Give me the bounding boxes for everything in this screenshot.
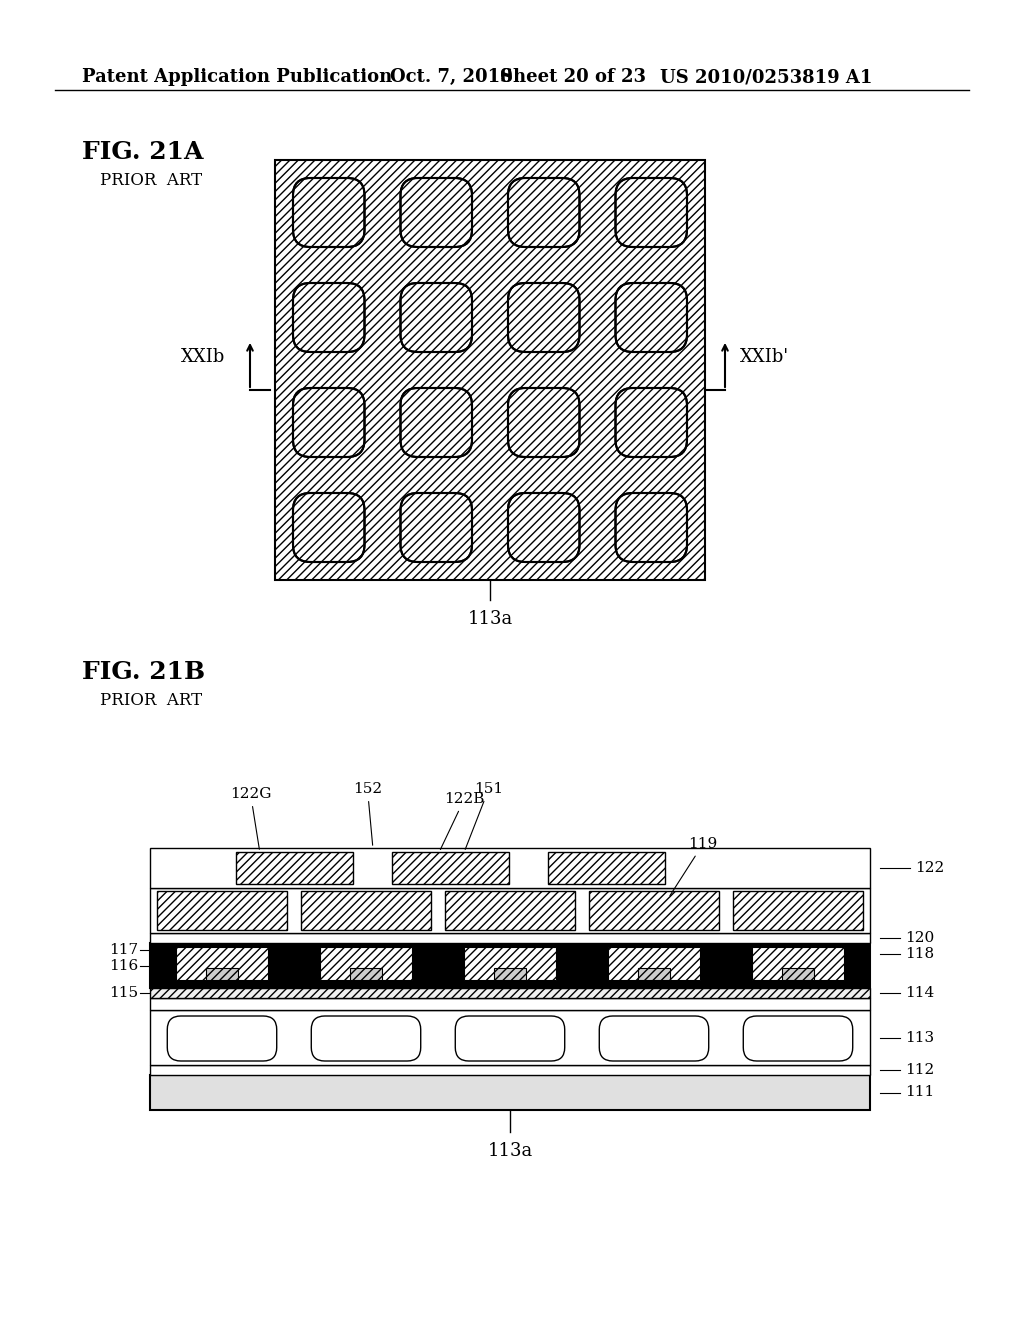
FancyBboxPatch shape — [293, 282, 365, 352]
Text: 122B: 122B — [440, 792, 484, 850]
FancyBboxPatch shape — [293, 388, 365, 457]
Text: 113: 113 — [905, 1031, 934, 1044]
Text: XXIb: XXIb — [181, 348, 225, 366]
FancyBboxPatch shape — [508, 282, 580, 352]
FancyBboxPatch shape — [400, 388, 472, 457]
Text: 122G: 122G — [229, 787, 271, 849]
Bar — [350, 969, 382, 979]
Text: 118: 118 — [905, 948, 934, 961]
FancyBboxPatch shape — [311, 1016, 421, 1061]
Bar — [150, 987, 870, 998]
Text: PRIOR  ART: PRIOR ART — [100, 172, 202, 189]
Bar — [150, 847, 870, 888]
Bar — [237, 851, 353, 884]
Text: Sheet 20 of 23: Sheet 20 of 23 — [500, 69, 646, 86]
Text: 113a: 113a — [467, 610, 513, 628]
FancyBboxPatch shape — [293, 492, 365, 562]
Bar — [445, 891, 574, 931]
Text: 113a: 113a — [487, 1142, 532, 1160]
Bar — [206, 969, 239, 979]
Text: 116: 116 — [109, 958, 138, 973]
Bar — [464, 946, 556, 979]
Bar — [733, 891, 863, 931]
FancyBboxPatch shape — [508, 178, 580, 247]
Text: 111: 111 — [905, 1085, 934, 1100]
FancyBboxPatch shape — [615, 178, 687, 247]
Bar — [608, 946, 700, 979]
Text: FIG. 21A: FIG. 21A — [82, 140, 204, 164]
FancyBboxPatch shape — [615, 388, 687, 457]
Bar — [150, 1074, 870, 1110]
Bar — [752, 946, 844, 979]
Bar — [782, 969, 814, 979]
Bar — [494, 969, 526, 979]
FancyBboxPatch shape — [400, 492, 472, 562]
FancyBboxPatch shape — [293, 178, 365, 247]
Bar — [176, 946, 268, 979]
Text: PRIOR  ART: PRIOR ART — [100, 692, 202, 709]
Text: XXIb': XXIb' — [740, 348, 790, 366]
Text: FIG. 21B: FIG. 21B — [82, 660, 205, 684]
Text: US 2010/0253819 A1: US 2010/0253819 A1 — [660, 69, 872, 86]
Bar — [319, 946, 412, 979]
Bar — [301, 891, 431, 931]
Bar — [158, 891, 287, 931]
Text: 119: 119 — [670, 837, 718, 896]
Text: 122: 122 — [915, 861, 944, 875]
Bar — [150, 1010, 870, 1065]
Bar — [150, 942, 870, 987]
Text: 114: 114 — [905, 986, 934, 1001]
Bar — [392, 851, 509, 884]
FancyBboxPatch shape — [400, 178, 472, 247]
Bar — [589, 891, 719, 931]
Text: 151: 151 — [465, 781, 504, 849]
FancyBboxPatch shape — [508, 492, 580, 562]
Text: Oct. 7, 2010: Oct. 7, 2010 — [390, 69, 513, 86]
Bar — [275, 160, 705, 579]
FancyBboxPatch shape — [508, 388, 580, 457]
Bar — [638, 969, 670, 979]
FancyBboxPatch shape — [599, 1016, 709, 1061]
Text: 120: 120 — [905, 931, 934, 945]
FancyBboxPatch shape — [400, 282, 472, 352]
Bar — [549, 851, 666, 884]
Bar — [150, 933, 870, 942]
Text: 112: 112 — [905, 1063, 934, 1077]
Text: 152: 152 — [353, 781, 382, 845]
FancyBboxPatch shape — [615, 282, 687, 352]
Text: Patent Application Publication: Patent Application Publication — [82, 69, 392, 86]
FancyBboxPatch shape — [615, 492, 687, 562]
Bar — [150, 998, 870, 1010]
FancyBboxPatch shape — [456, 1016, 564, 1061]
FancyBboxPatch shape — [743, 1016, 853, 1061]
Text: 115: 115 — [109, 986, 138, 1001]
FancyBboxPatch shape — [167, 1016, 276, 1061]
Text: 117: 117 — [109, 942, 138, 957]
Bar — [150, 888, 870, 933]
Bar — [150, 1065, 870, 1074]
